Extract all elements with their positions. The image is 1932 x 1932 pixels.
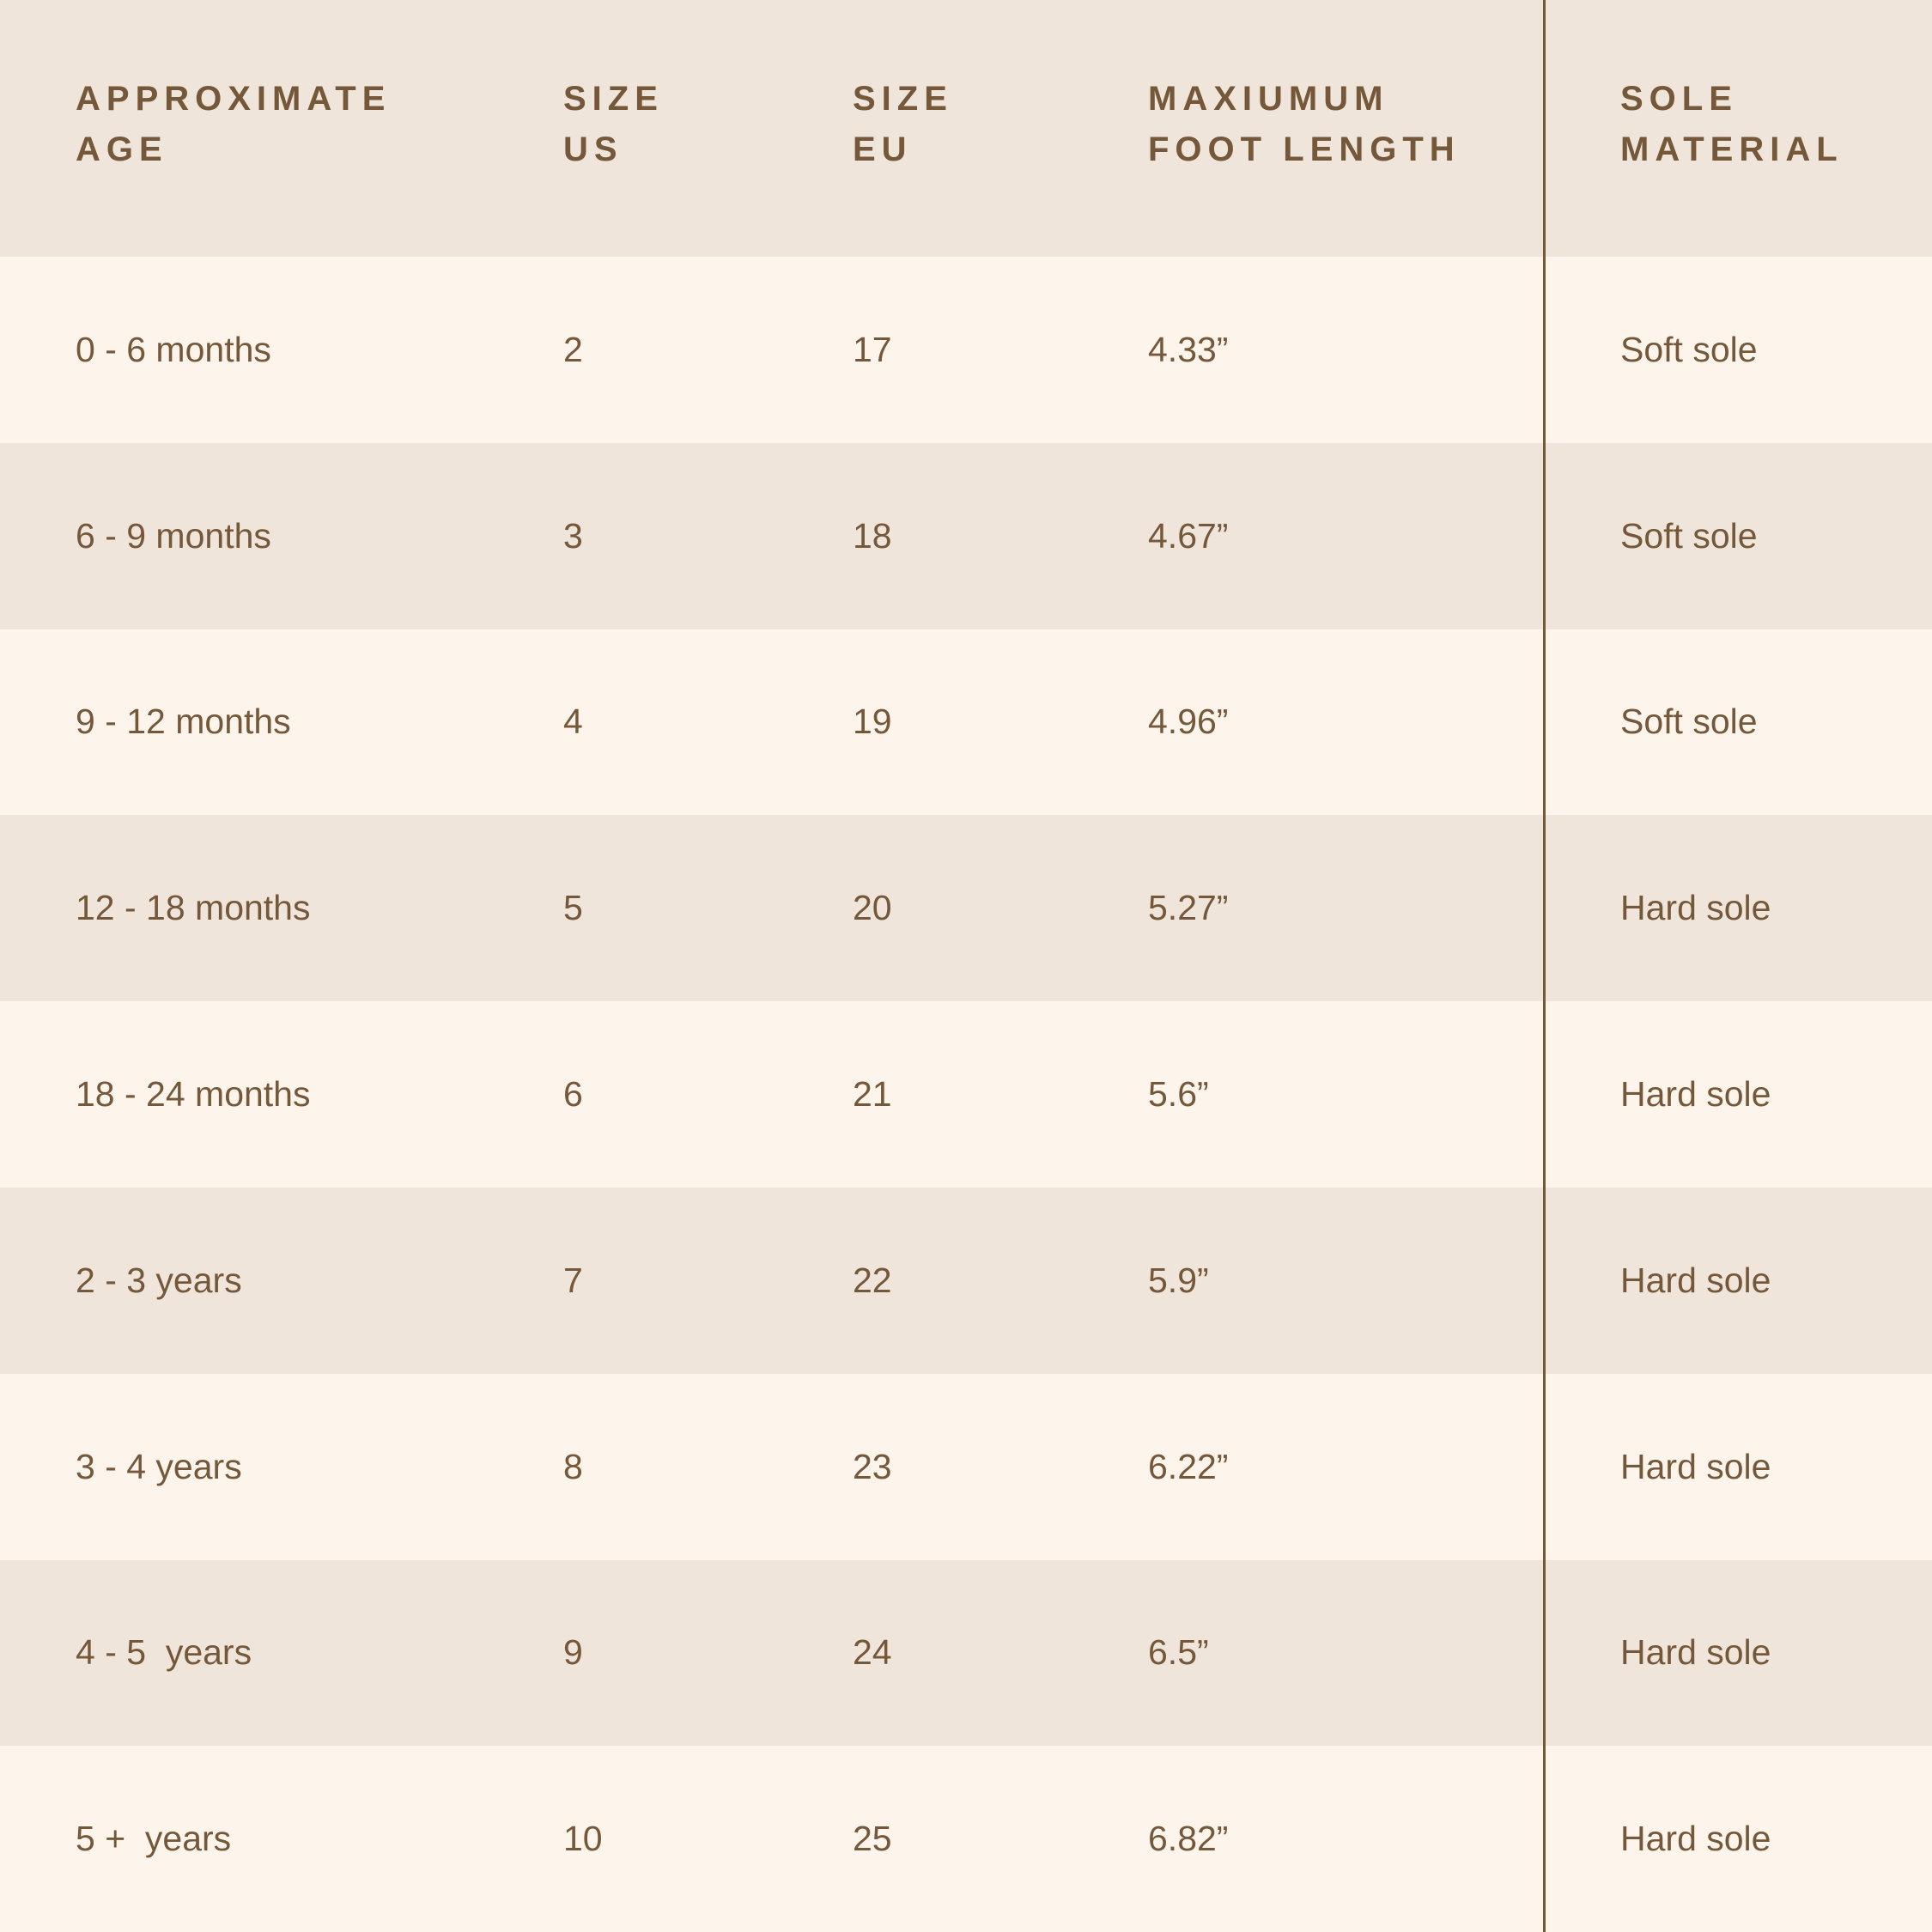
cell-age: 6 - 9 months: [76, 515, 271, 556]
table-row: 9 - 12 months 4 19 4.96” Soft sole: [0, 629, 1932, 816]
cell-size-eu: 24: [853, 1632, 892, 1673]
cell-sole-material: Soft sole: [1620, 329, 1758, 369]
table-row: 12 - 18 months 5 20 5.27” Hard sole: [0, 815, 1932, 1002]
cell-size-us: 7: [563, 1260, 583, 1300]
table-row: 6 - 9 months 3 18 4.67” Soft sole: [0, 442, 1932, 629]
cell-age: 3 - 4 years: [76, 1446, 242, 1486]
cell-foot-length: 5.6”: [1148, 1074, 1209, 1115]
cell-age: 0 - 6 months: [76, 329, 271, 369]
cell-size-us: 6: [563, 1074, 583, 1115]
header-line: APPROXIMATE: [76, 79, 392, 118]
table-row: 3 - 4 years 8 23 6.22” Hard sole: [0, 1373, 1932, 1560]
header-line: FOOT LENGTH: [1148, 130, 1461, 168]
header-line: US: [563, 130, 623, 168]
cell-size-eu: 18: [853, 515, 892, 556]
header-line: SIZE: [563, 79, 664, 118]
cell-sole-material: Hard sole: [1620, 1260, 1771, 1300]
cell-size-eu: 23: [853, 1446, 892, 1486]
cell-foot-length: 5.9”: [1148, 1260, 1209, 1300]
column-divider: [1543, 0, 1546, 1932]
header-line: SOLE: [1620, 79, 1738, 118]
header-size-us: SIZE US: [563, 74, 664, 175]
cell-age: 18 - 24 months: [76, 1074, 311, 1115]
cell-age: 4 - 5 years: [76, 1632, 252, 1673]
cell-sole-material: Hard sole: [1620, 1446, 1771, 1486]
cell-sole-material: Soft sole: [1620, 702, 1758, 742]
cell-foot-length: 6.22”: [1148, 1446, 1229, 1486]
header-line: MATERIAL: [1620, 130, 1844, 168]
cell-sole-material: Hard sole: [1620, 1819, 1771, 1859]
cell-age: 5 + years: [76, 1819, 232, 1859]
header-sole-material: SOLE MATERIAL: [1620, 74, 1844, 175]
cell-size-eu: 21: [853, 1074, 892, 1115]
table-header: APPROXIMATE AGE SIZE US SIZE EU MAXIUMUM FOO…: [0, 0, 1932, 257]
header-size-eu: SIZE EU: [853, 74, 953, 175]
cell-size-us: 5: [563, 888, 583, 928]
header-approximate-age: APPROXIMATE AGE: [76, 74, 391, 175]
cell-age: 9 - 12 months: [76, 702, 291, 742]
cell-foot-length: 4.67”: [1148, 515, 1229, 556]
table-row: 4 - 5 years 9 24 6.5” Hard sole: [0, 1559, 1932, 1747]
cell-size-eu: 19: [853, 702, 892, 742]
cell-sole-material: Soft sole: [1620, 515, 1758, 556]
cell-foot-length: 4.33”: [1148, 329, 1229, 369]
cell-size-us: 9: [563, 1632, 583, 1673]
header-foot-length: MAXIUMUM FOOT LENGTH: [1148, 74, 1461, 175]
cell-size-us: 3: [563, 515, 583, 556]
cell-size-us: 4: [563, 702, 583, 742]
table-row: 5 + years 10 25 6.82” Hard sole: [0, 1746, 1932, 1932]
header-line: EU: [853, 130, 913, 168]
cell-foot-length: 4.96”: [1148, 702, 1229, 742]
table-row: 0 - 6 months 2 17 4.33” Soft sole: [0, 257, 1932, 443]
table-row: 2 - 3 years 7 22 5.9” Hard sole: [0, 1188, 1932, 1374]
cell-size-eu: 20: [853, 888, 892, 928]
cell-sole-material: Hard sole: [1620, 1632, 1771, 1673]
cell-size-us: 8: [563, 1446, 583, 1486]
header-line: MAXIUMUM: [1148, 79, 1389, 118]
cell-size-us: 2: [563, 329, 583, 369]
cell-foot-length: 5.27”: [1148, 888, 1229, 928]
cell-age: 12 - 18 months: [76, 888, 311, 928]
header-line: AGE: [76, 130, 168, 168]
cell-sole-material: Hard sole: [1620, 1074, 1771, 1115]
cell-age: 2 - 3 years: [76, 1260, 242, 1300]
cell-sole-material: Hard sole: [1620, 888, 1771, 928]
cell-size-eu: 25: [853, 1819, 892, 1859]
cell-size-eu: 22: [853, 1260, 892, 1300]
header-line: SIZE: [853, 79, 953, 118]
cell-foot-length: 6.5”: [1148, 1632, 1209, 1673]
table-row: 18 - 24 months 6 21 5.6” Hard sole: [0, 1001, 1932, 1188]
cell-size-us: 10: [563, 1819, 603, 1859]
cell-foot-length: 6.82”: [1148, 1819, 1229, 1859]
cell-size-eu: 17: [853, 329, 892, 369]
